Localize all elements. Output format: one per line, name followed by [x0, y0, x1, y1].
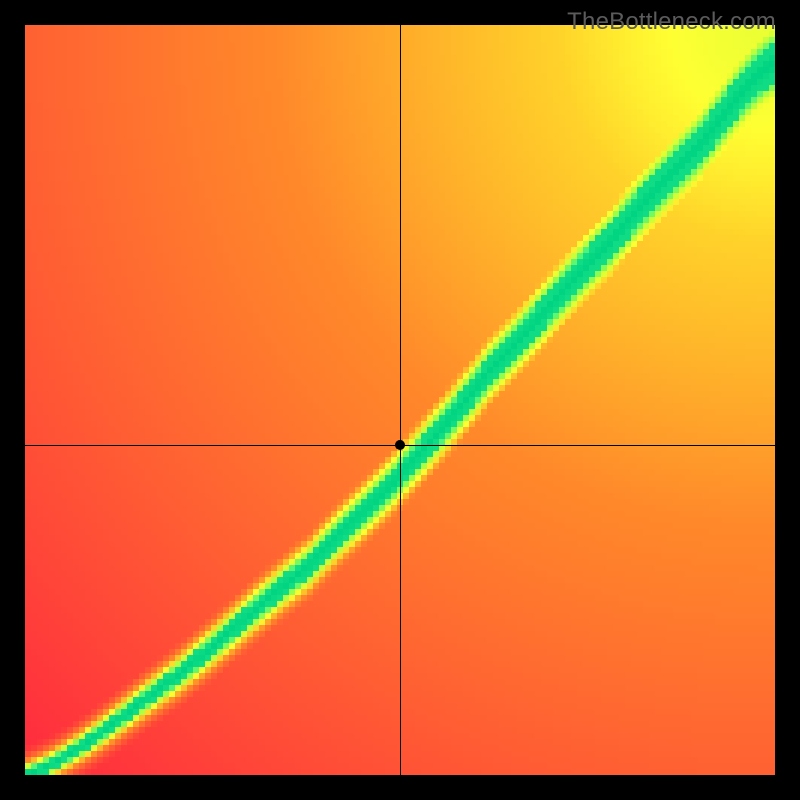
watermark-label: TheBottleneck.com	[567, 8, 776, 36]
heatmap-canvas	[0, 0, 800, 800]
chart-container: TheBottleneck.com	[0, 0, 800, 800]
